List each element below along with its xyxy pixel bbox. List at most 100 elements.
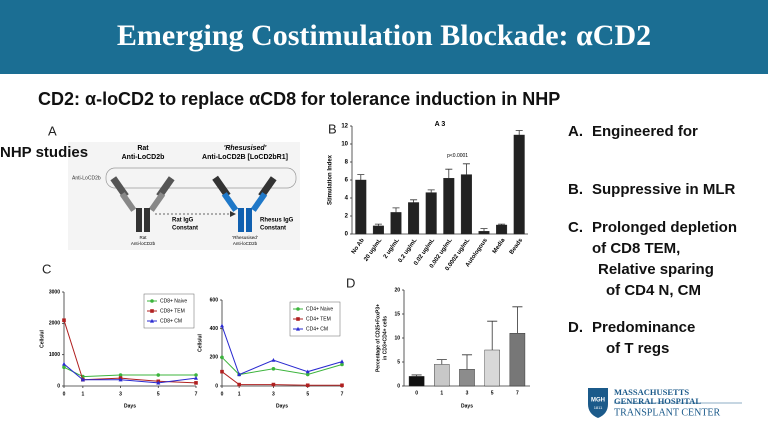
axis-line xyxy=(351,126,528,235)
point xyxy=(305,383,310,388)
error-bar xyxy=(480,228,488,232)
annotation: p<0.0001 xyxy=(447,153,468,159)
x-tick-label: 20 ug/mL xyxy=(363,237,383,262)
x-tick-label: 0 xyxy=(415,390,418,396)
point xyxy=(194,373,198,377)
y-axis-label: Stimulation Index xyxy=(328,154,334,205)
legend-label: CD4+ Naive xyxy=(306,306,333,312)
error-bar xyxy=(427,189,435,193)
x-tick-label: No Ab xyxy=(351,237,366,255)
error-bar xyxy=(357,174,365,180)
chart-title: A 3 xyxy=(435,121,446,128)
legend-marker xyxy=(150,318,154,323)
arrow-head xyxy=(230,211,236,217)
error-bar xyxy=(392,207,400,213)
bar xyxy=(459,369,475,387)
y-tick-label: 12 xyxy=(341,124,348,130)
diagram-label: Rhesus IgG xyxy=(260,218,294,224)
point xyxy=(237,372,242,377)
x-tick-label: 3 xyxy=(466,390,469,396)
x-tick-label: 7 xyxy=(341,391,344,397)
bullet-text: of CD4 N, CM xyxy=(606,282,701,299)
panel-label: C xyxy=(42,261,51,276)
y-tick-label: 1000 xyxy=(49,352,60,358)
slide-title: Emerging Costimulation Blockade: αCD2 xyxy=(117,19,651,52)
error-bar xyxy=(445,168,453,179)
x-tick-label: 5 xyxy=(157,391,160,397)
point xyxy=(271,382,276,387)
bar xyxy=(425,192,437,235)
y-tick-label: 20 xyxy=(394,287,400,293)
y-tick-label: 8 xyxy=(345,160,349,166)
diagram-label: Rat xyxy=(139,235,147,240)
diagram-label: Anti-LoCD2b xyxy=(122,154,165,161)
diagram-label: Anti-loCD2b xyxy=(131,241,156,246)
y-tick-label: 4 xyxy=(345,196,349,202)
point xyxy=(156,380,161,385)
y-axis-label: Cells/ul xyxy=(39,330,45,348)
bar xyxy=(372,225,384,235)
rat-antibody xyxy=(110,176,175,232)
logo-text: GENERAL HOSPITAL xyxy=(614,396,701,406)
x-tick-label: 7 xyxy=(195,391,198,397)
y-tick-label: 15 xyxy=(394,311,400,317)
point xyxy=(305,369,310,374)
bar xyxy=(484,349,500,387)
x-tick-label: 7 xyxy=(516,390,519,396)
point xyxy=(62,365,66,370)
error-bar xyxy=(487,320,498,350)
point xyxy=(62,318,66,322)
point xyxy=(340,359,344,364)
point xyxy=(118,377,123,382)
diagram-label: Constant xyxy=(260,226,286,232)
diagram-label: Anti-loCD2b xyxy=(233,241,258,246)
bullet-text: of T regs xyxy=(606,340,669,357)
y-axis-label: Cells/ul xyxy=(197,334,203,352)
bar xyxy=(408,202,420,235)
antibody-diagram xyxy=(68,142,300,250)
y-tick-label: 2000 xyxy=(49,321,60,327)
y-tick-label: 10 xyxy=(341,142,348,148)
legend-marker xyxy=(296,326,300,331)
x-tick-label: 3 xyxy=(119,391,122,397)
bullet-text: Suppressive in MLR xyxy=(592,181,736,198)
logo-mark: MGH xyxy=(591,398,605,404)
bullet-text: Relative sparing xyxy=(598,261,714,278)
bar xyxy=(478,231,490,235)
y-tick-label: 0 xyxy=(345,232,349,238)
point xyxy=(118,373,123,377)
x-tick-label: 2 ug/mL xyxy=(383,237,401,260)
diagram-label: 'Rhesusised' xyxy=(232,235,257,240)
point xyxy=(340,383,344,388)
legend-marker xyxy=(296,307,300,311)
legend-marker xyxy=(150,309,154,313)
x-tick-label: 3 xyxy=(272,391,275,397)
diagram-label: 'Rhesusised' xyxy=(224,145,267,152)
x-tick-label: 1 xyxy=(238,391,241,397)
logo-text: MASSACHUSETTS xyxy=(614,387,689,397)
y-tick-label: 0 xyxy=(397,383,400,389)
diagram-label: Constant xyxy=(172,226,198,232)
legend-label: CD8+ CM xyxy=(160,318,182,324)
y-tick-label: 600 xyxy=(210,297,219,303)
panel-label: D xyxy=(346,275,355,290)
error-bar xyxy=(436,359,447,365)
bullet-letter: C. xyxy=(568,219,583,236)
y-tick-label: 5 xyxy=(397,359,400,365)
x-tick-label: Beads xyxy=(509,237,525,256)
y-tick-label: 0 xyxy=(215,383,218,389)
series-line xyxy=(63,320,197,384)
x-tick-label: Media xyxy=(492,237,507,255)
x-tick-label: 1 xyxy=(81,391,84,397)
y-axis-label: in CD3+CD4+ cells xyxy=(382,316,388,360)
error-bar xyxy=(374,223,382,226)
point xyxy=(271,367,276,371)
bullet-text: of CD8 TEM, xyxy=(592,240,680,257)
error-bar xyxy=(411,374,422,377)
x-axis-label: Days xyxy=(124,403,136,409)
diagram-label: Anti-LoCD2B [LoCD2bR1] xyxy=(202,154,288,161)
x-tick-label: 5 xyxy=(306,391,309,397)
bar xyxy=(390,212,402,235)
bullet-text: NHP studies xyxy=(0,144,88,161)
x-tick-label: 1 xyxy=(440,390,443,396)
